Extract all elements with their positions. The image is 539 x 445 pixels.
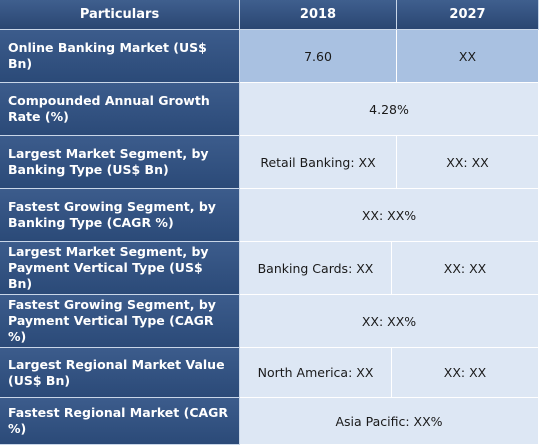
value-text: XX: XX <box>443 365 487 380</box>
row-label-text: Largest Market Segment, by Banking Type … <box>8 146 209 177</box>
header-particulars: Particulars <box>0 0 240 30</box>
row-label-text: Largest Market Segment, by Payment Verti… <box>8 244 209 291</box>
row-label-text: Fastest Growing Segment, by Payment Vert… <box>8 297 216 344</box>
value-text: XX: XX% <box>361 207 417 223</box>
value-2018-largest-banking-type: Retail Banking: XX <box>240 136 397 189</box>
value-text: 4.28% <box>369 101 409 117</box>
value-text: Retail Banking: XX <box>260 154 376 170</box>
value-text: 7.60 <box>304 48 332 64</box>
row-label-text: Compounded Annual Growth Rate (%) <box>8 93 210 124</box>
merged-value-fastest-payment-vertical: XX: XX% <box>240 295 539 348</box>
value-text: XX <box>458 48 477 64</box>
header-2027-label: 2027 <box>449 7 486 22</box>
row-label-text: Largest Regional Market Value (US$ Bn) <box>8 356 225 388</box>
value-2027-largest-regional-market: XX: XX <box>392 348 539 398</box>
value-2018-largest-regional-market: North America: XX <box>240 348 392 398</box>
merged-value-cagr: 4.28% <box>240 83 539 136</box>
row-label-text: Fastest Growing Segment, by Banking Type… <box>8 199 216 230</box>
header-2018-label: 2018 <box>299 7 337 22</box>
value-2027-largest-banking-type: XX: XX <box>397 136 539 189</box>
value-text: XX: XX <box>443 260 487 276</box>
merged-value-fastest-banking-type: XX: XX% <box>240 189 539 242</box>
value-text: Banking Cards: XX <box>257 260 374 276</box>
row-label-fastest-regional-market: Fastest Regional Market (CAGR %) <box>0 398 240 445</box>
row-label-largest-payment-vertical: Largest Market Segment, by Payment Verti… <box>0 242 240 295</box>
value-text: XX: XX% <box>361 313 417 329</box>
header-2018: 2018 <box>240 0 397 30</box>
value-2018-largest-payment-vertical: Banking Cards: XX <box>240 242 392 295</box>
value-2027-largest-payment-vertical: XX: XX <box>392 242 539 295</box>
merged-value-fastest-regional-market: Asia Pacific: XX% <box>240 398 539 445</box>
row-label-fastest-banking-type: Fastest Growing Segment, by Banking Type… <box>0 189 240 242</box>
value-2027-online-banking-market: XX <box>397 30 539 83</box>
value-text: North America: XX <box>257 365 374 380</box>
row-label-cagr: Compounded Annual Growth Rate (%) <box>0 83 240 136</box>
row-label-largest-regional-market: Largest Regional Market Value (US$ Bn) <box>0 348 240 398</box>
header-particulars-label: Particulars <box>79 7 160 22</box>
row-label-largest-banking-type: Largest Market Segment, by Banking Type … <box>0 136 240 189</box>
row-label-text: Fastest Regional Market (CAGR %) <box>8 405 229 436</box>
value-2018-online-banking-market: 7.60 <box>240 30 397 83</box>
header-2027: 2027 <box>397 0 539 30</box>
value-text: Asia Pacific: XX% <box>335 413 443 429</box>
row-label-online-banking-market: Online Banking Market (US$ Bn) <box>0 30 240 83</box>
row-label-fastest-payment-vertical: Fastest Growing Segment, by Payment Vert… <box>0 295 240 348</box>
row-label-text: Online Banking Market (US$ Bn) <box>8 40 207 71</box>
value-text: XX: XX <box>446 154 489 170</box>
